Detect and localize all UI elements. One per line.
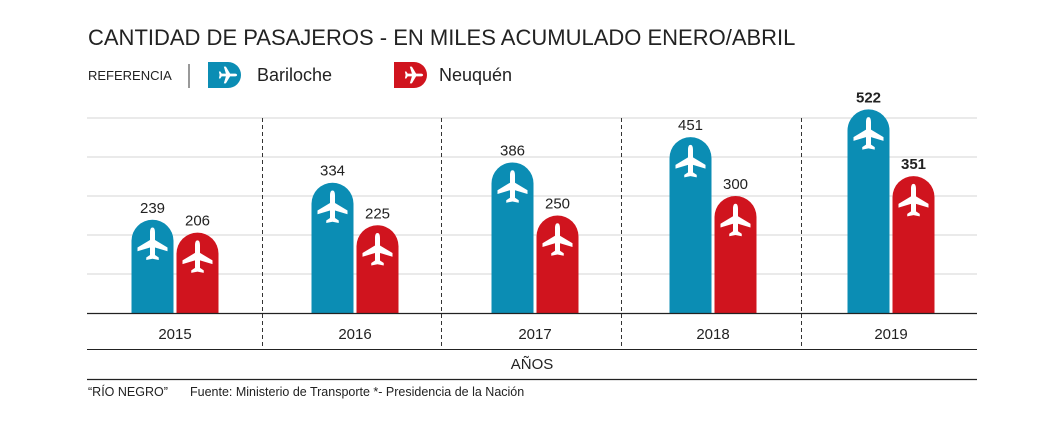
bar [176,232,219,313]
legend-item: Neuquén [394,62,512,88]
data-label: 300 [723,176,748,193]
bar [311,182,354,313]
airplane-icon [404,66,424,84]
data-label: 451 [678,117,703,134]
airplane-icon [853,117,884,150]
data-label: 239 [140,200,165,217]
legend-text: Bariloche [257,65,332,85]
data-label: 250 [545,196,570,213]
legend-label: REFERENCIA [88,68,172,83]
bar [892,176,935,313]
airplane-icon [317,190,348,223]
airplane-icon [137,227,168,261]
x-tick-label: 2018 [696,326,729,343]
airplane-icon [720,203,751,237]
bar [847,109,890,313]
source-text: Fuente: Ministerio de Transporte *- Pres… [190,385,524,399]
x-tick-label: 2015 [158,326,191,343]
x-tick-label: 2019 [874,326,907,343]
airplane-icon [362,233,393,266]
legend-item: Bariloche [208,62,332,88]
data-label: 334 [320,163,345,180]
data-label: 351 [901,156,926,173]
x-tick-label: 2017 [518,326,551,343]
bar [536,215,579,313]
bar-group: 250 [536,196,579,313]
x-tick-label: 2016 [338,326,371,343]
bar-group: 206 [176,213,219,313]
data-label: 386 [500,142,525,159]
bar-group: 386 [491,142,534,313]
bar [669,137,712,313]
bar-group: 239 [131,200,174,313]
bar [356,225,399,313]
chart-title: CANTIDAD DE PASAJEROS - EN MILES ACUMULA… [88,25,795,50]
source-credit: “RÍO NEGRO” [88,384,168,399]
data-label: 206 [185,213,210,230]
data-label: 522 [856,89,881,106]
airplane-icon [497,170,528,203]
bar-group: 451 [669,117,712,313]
bar-group: 300 [714,176,757,313]
bar-group: 225 [356,205,399,313]
airplane-icon [675,144,706,178]
legend-text: Neuquén [439,65,512,85]
data-label: 225 [365,205,390,222]
bar [131,219,174,313]
airplane-icon [898,183,929,217]
airplane-icon [182,240,213,273]
airplane-icon [218,66,238,84]
bar-group: 522 [847,89,890,313]
x-axis-label: AÑOS [511,356,554,373]
bar-group: 334 [311,163,354,313]
bar [491,162,534,313]
legend: REFERENCIA Bariloche Neuquén [88,62,512,88]
bar-group: 351 [892,156,935,313]
airplane-icon [542,223,573,256]
